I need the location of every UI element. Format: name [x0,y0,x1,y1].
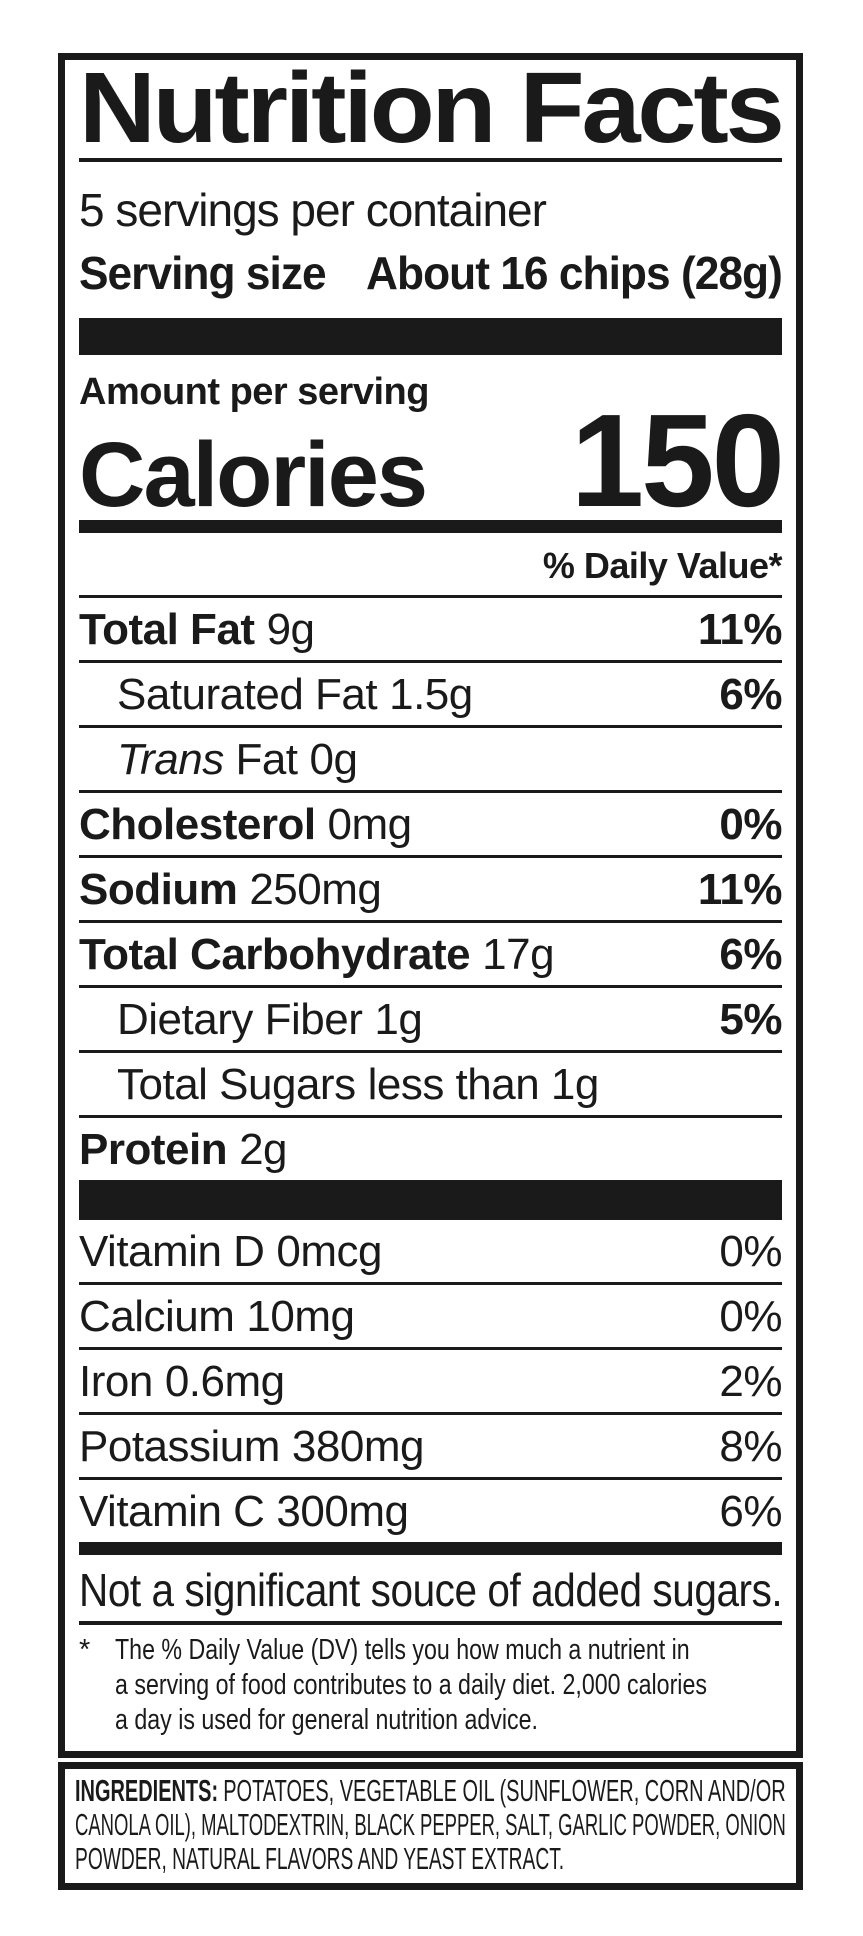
nutrient-name: Vitamin C [79,1487,265,1536]
nutrient-amount: 9g [266,605,315,654]
panel-title-wrap: Nutrition Facts [79,52,785,164]
ingredients-panel: INGREDIENTS: POTATOES, VEGETABLE OIL (SUN… [58,1762,803,1890]
added-sugars-note: Not a significant souce of added sugars. [79,1564,783,1616]
nutrient-amount: 380mg [291,1422,425,1471]
nutrient-name: Potassium [79,1422,280,1471]
amount-per-serving-label: Amount per serving [79,371,429,413]
nutrient-name: Calcium [79,1292,235,1341]
nutrient-name: Vitamin D [79,1227,265,1276]
nutrient-dv: 2% [719,1357,782,1406]
added-sugars-note-row: Not a significant souce of added sugars. [79,1555,783,1625]
serving-size-label: Serving size [79,247,327,299]
nutrient-name: Total Carbohydrate [79,930,471,979]
serving-size-row: Serving size About 16 chips (28g) [79,246,783,300]
nutrient-row-protein: Protein 2g [79,1118,782,1180]
nutrient-amount: 0.6mg [164,1357,285,1406]
nutrient-dv: 8% [719,1422,782,1471]
panel-title: Nutrition Facts [79,52,785,164]
nutrient-dv: 5% [719,995,782,1044]
servings-per-container: 5 servings per container [79,184,547,236]
nutrient-amount: 2g [239,1125,288,1174]
nutrient-name-italic: Trans [117,735,224,784]
nutrient-amount: 17g [482,930,555,979]
daily-value-header: % Daily Value* [542,545,783,586]
nutrient-name: Iron [79,1357,153,1406]
nutrient-amount: 1.5g [389,670,473,719]
thick-separator-bar-under-protein [79,1180,782,1220]
nutrient-dv: 6% [719,930,782,979]
ingredients-line: POTATOES, VEGETABLE OIL (SUNFLOWER, CORN… [223,1773,786,1808]
nutrient-name: Total Fat [79,605,255,654]
nutrition-facts-panel: Nutrition Facts 5 servings per container… [58,53,803,1758]
medium-separator-bar-under-micronutrients [79,1542,782,1555]
nutrient-name: Fat [235,735,298,784]
nutrient-name: Cholesterol [79,800,316,849]
ingredients-line: POWDER, NATURAL FLAVORS AND YEAST EXTRAC… [75,1841,565,1876]
medium-separator-bar-under-calories [79,520,782,533]
nutrient-amount: 1g [374,995,423,1044]
nutrient-dv: 0% [719,1227,782,1276]
micronutrient-row-vitamin-c: Vitamin C 300mg 6% [79,1480,782,1542]
nutrient-amount: 250mg [249,865,382,914]
ingredients-line: CANOLA OIL), MALTODEXTRIN, BLACK PEPPER,… [75,1807,786,1842]
nutrient-dv: 6% [719,1487,782,1536]
nutrient-amount: less than 1g [367,1060,600,1109]
footnote-asterisk: * [79,1634,91,1666]
nutrient-row-total-fat: Total Fat 9g 11% [79,598,783,663]
nutrient-row-trans-fat: Trans Fat 0g [79,728,782,793]
hairline-rule [79,595,782,598]
nutrient-name: Dietary Fiber [117,995,363,1044]
title-rule [79,158,782,162]
nutrient-row-total-carbohydrate: Total Carbohydrate 17g 6% [79,923,782,988]
serving-size-value: About 16 chips (28g) [366,247,783,299]
nutrient-name: Total Sugars [117,1060,356,1109]
nutrient-dv: 11% [697,605,783,654]
footnote-line: a serving of food contributes to a daily… [115,1669,707,1701]
calories-value: 150 [570,387,785,534]
micronutrient-row-calcium: Calcium 10mg 0% [79,1285,782,1350]
footnote-line: The % Daily Value (DV) tells you how muc… [115,1634,690,1666]
nutrient-row-sodium: Sodium 250mg 11% [79,858,783,923]
nutrient-row-cholesterol: Cholesterol 0mg 0% [79,793,782,858]
footnote-line: a day is used for general nutrition advi… [115,1704,539,1736]
micronutrient-row-iron: Iron 0.6mg 2% [79,1350,782,1415]
nutrient-dv: 11% [697,865,783,914]
nutrient-name: Protein [79,1125,228,1174]
nutrient-dv: 0% [719,800,782,849]
nutrient-row-saturated-fat: Saturated Fat 1.5g 6% [79,663,782,728]
nutrient-row-dietary-fiber: Dietary Fiber 1g 5% [79,988,782,1053]
calories-row: Calories 150 [79,387,785,534]
daily-value-footnote: * The % Daily Value (DV) tells you how m… [79,1633,782,1738]
nutrient-amount: 300mg [276,1487,409,1536]
nutrient-amount: 0mg [327,800,413,849]
micronutrient-row-vitamin-d: Vitamin D 0mcg 0% [79,1220,782,1285]
nutrient-dv: 6% [719,670,782,719]
ingredients-heading: INGREDIENTS: [75,1773,219,1808]
nutrient-amount: 0mcg [276,1227,383,1276]
nutrient-name: Sodium [79,865,238,914]
nutrient-row-total-sugars: Total Sugars less than 1g [79,1053,782,1118]
nutrient-amount: 10mg [246,1292,355,1341]
nutrient-amount: 0g [309,735,358,784]
nutrient-name: Saturated Fat [117,670,378,719]
calories-label: Calories [79,424,428,526]
nutrient-dv: 0% [719,1292,782,1341]
thick-separator-bar-top [79,318,782,355]
micronutrient-row-potassium: Potassium 380mg 8% [79,1415,782,1480]
